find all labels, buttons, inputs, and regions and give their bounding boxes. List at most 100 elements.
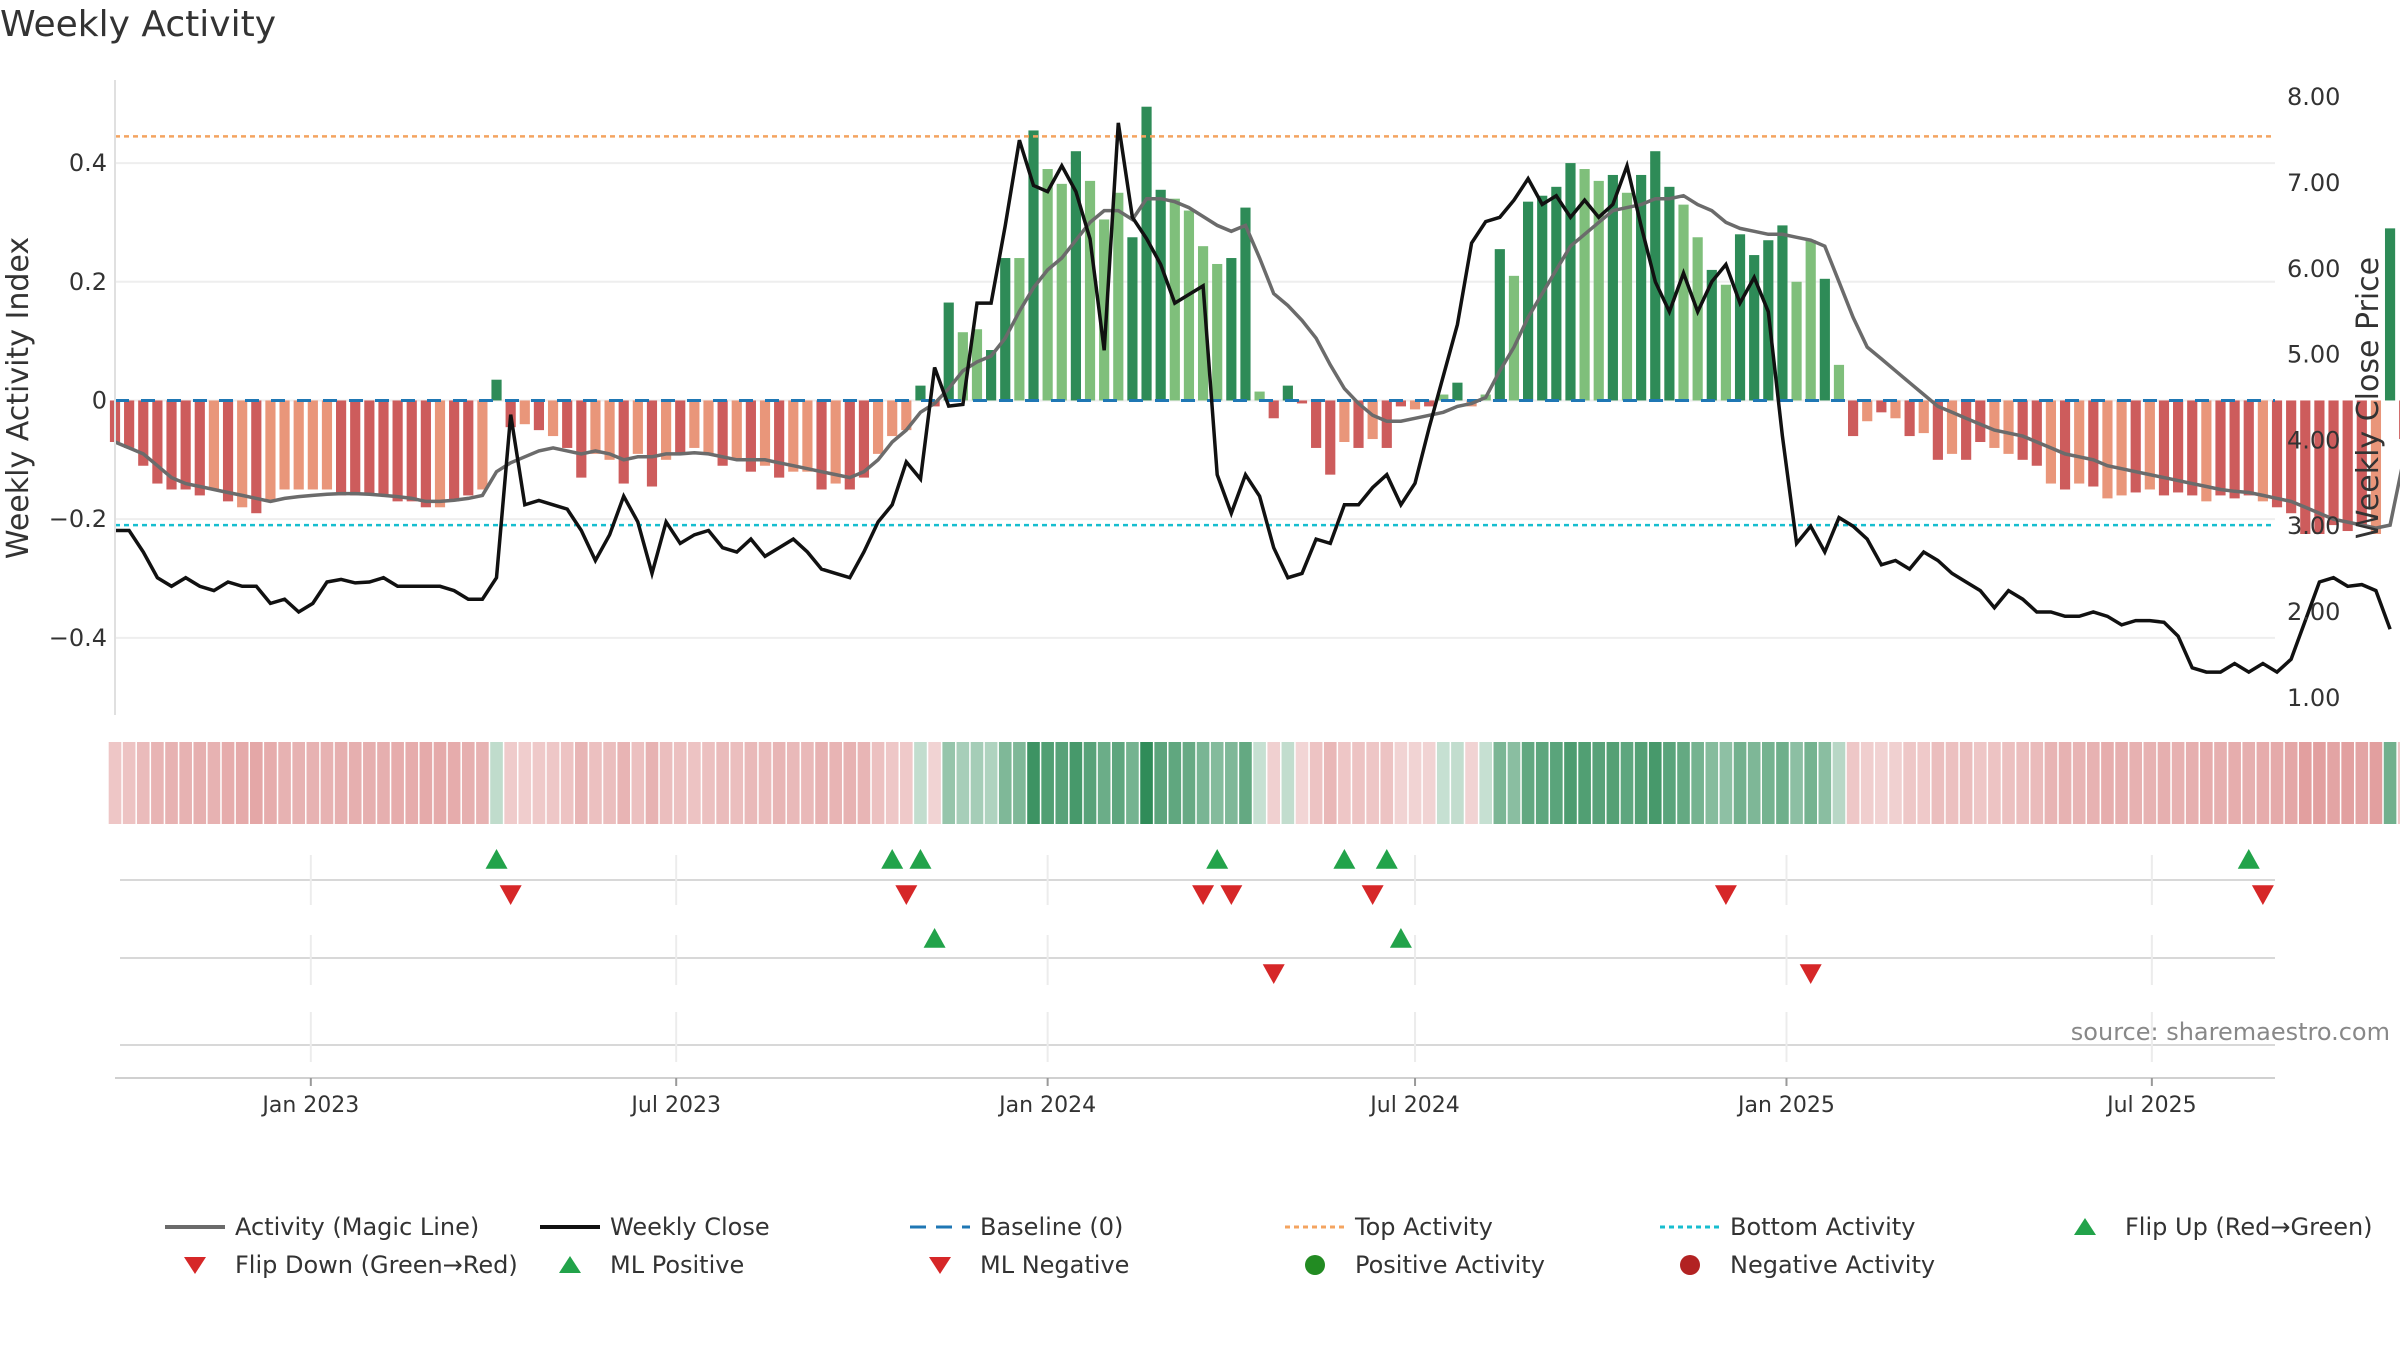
activity-bar [1254, 391, 1265, 401]
activity-bar [1734, 234, 1746, 401]
heat-cell [1931, 742, 1945, 824]
activity-bar [533, 400, 545, 431]
activity-bar [2003, 400, 2014, 454]
heat-cell [532, 742, 546, 824]
y2-tick-label: 5.00 [2287, 341, 2340, 369]
heat-cell [1097, 742, 1111, 824]
activity-bars [109, 106, 2400, 534]
triangle-down-icon [165, 1255, 225, 1275]
heat-cell [1295, 742, 1309, 824]
heat-cell [829, 742, 842, 824]
heat-cell [334, 742, 348, 824]
activity-bar [1424, 400, 1435, 407]
activity-bar [1918, 400, 1929, 434]
activity-bar [1056, 183, 1067, 401]
flip-up-marker [2237, 849, 2260, 869]
heat-cell [2129, 742, 2143, 824]
activity-bar [745, 400, 756, 472]
activity-bar [293, 400, 304, 490]
heat-cell [1239, 742, 1252, 824]
heat-cell [419, 742, 433, 824]
heat-cell [928, 742, 941, 824]
heat-cell [659, 742, 673, 824]
activity-bar [208, 400, 220, 490]
heat-cell [278, 742, 291, 824]
activity-bar [1282, 385, 1293, 401]
x-tick-label: Jul 2025 [2105, 1093, 2197, 1118]
activity-bar [1621, 192, 1633, 401]
activity-bar [943, 302, 954, 401]
heat-cell [1663, 742, 1676, 824]
y2-tick-label: 1.00 [2287, 684, 2340, 712]
activity-bar [1452, 382, 1463, 401]
activity-bar [406, 400, 417, 502]
ml-positive-marker [1389, 928, 1412, 948]
flip-up-marker [909, 849, 932, 869]
y2-axis-label: Weekly Close Price [2351, 257, 2386, 539]
heat-cell [1041, 742, 1054, 824]
x-tick-label: Jan 2025 [1736, 1093, 1835, 1118]
heat-cell [1832, 742, 1846, 824]
activity-bar [2173, 400, 2184, 493]
heat-cell [2397, 742, 2400, 824]
heat-cell [914, 742, 927, 824]
bottom-activity-swatch-icon [1660, 1217, 1720, 1237]
heat-cell [2016, 742, 2029, 824]
activity-bar [1946, 400, 1958, 454]
activity-bar [166, 400, 177, 490]
heat-cell [801, 742, 814, 824]
legend-label: Negative Activity [1730, 1251, 1936, 1279]
activity-bar [505, 400, 516, 428]
activity-bar [1070, 151, 1081, 401]
activity-bar [194, 400, 205, 496]
heat-cell [688, 742, 701, 824]
y-tick-label: −0.4 [49, 624, 107, 652]
heat-cell [405, 742, 419, 824]
activity-bar [2257, 400, 2268, 502]
activity-bar [1367, 400, 1378, 440]
activity-bar [2031, 400, 2042, 466]
activity-bar [887, 400, 898, 437]
close-line-swatch-icon [540, 1217, 600, 1237]
signal-rows [120, 849, 2275, 1062]
heat-cell [1422, 742, 1436, 824]
reference-lines [115, 135, 2275, 527]
activity-bar [1494, 249, 1505, 401]
heat-cell [2171, 742, 2185, 824]
legend-item: Negative Activity [1660, 1251, 1935, 1279]
green-dot-icon [1285, 1255, 1345, 1275]
heat-cell [1352, 742, 1365, 824]
heat-cell [942, 742, 956, 824]
legend-item: Top Activity [1285, 1213, 1493, 1241]
heat-cell [377, 742, 390, 824]
legend-item: Positive Activity [1285, 1251, 1545, 1279]
ml-positive-marker [923, 928, 946, 948]
heat-cell [1069, 742, 1083, 824]
activity-bar [180, 400, 191, 490]
heat-cell [815, 742, 828, 824]
heat-cell [1493, 742, 1507, 824]
heat-cell [1338, 742, 1351, 824]
heat-cell [2143, 742, 2157, 824]
activity-bar [590, 400, 601, 454]
heat-cell [2355, 742, 2369, 824]
heat-cell [900, 742, 913, 824]
activity-bar [336, 400, 347, 496]
weekly-close-line [115, 122, 2392, 675]
activity-bar [717, 400, 728, 466]
heat-cell [2002, 742, 2015, 824]
legend-label: Flip Down (Green→Red) [235, 1251, 518, 1279]
heat-cell [1790, 742, 1803, 824]
heat-cell [1168, 742, 1182, 824]
activity-bar [1805, 240, 1816, 401]
activity-bar [844, 400, 855, 490]
activity-bar [1848, 400, 1859, 437]
heat-cell [1620, 742, 1634, 824]
heat-cell [857, 742, 871, 824]
heat-cell [2200, 742, 2213, 824]
activity-bar [2088, 400, 2099, 487]
heat-cell [2383, 742, 2397, 824]
heat-cell [1013, 742, 1026, 824]
heat-cell [518, 742, 532, 824]
heat-cell [1578, 742, 1591, 824]
